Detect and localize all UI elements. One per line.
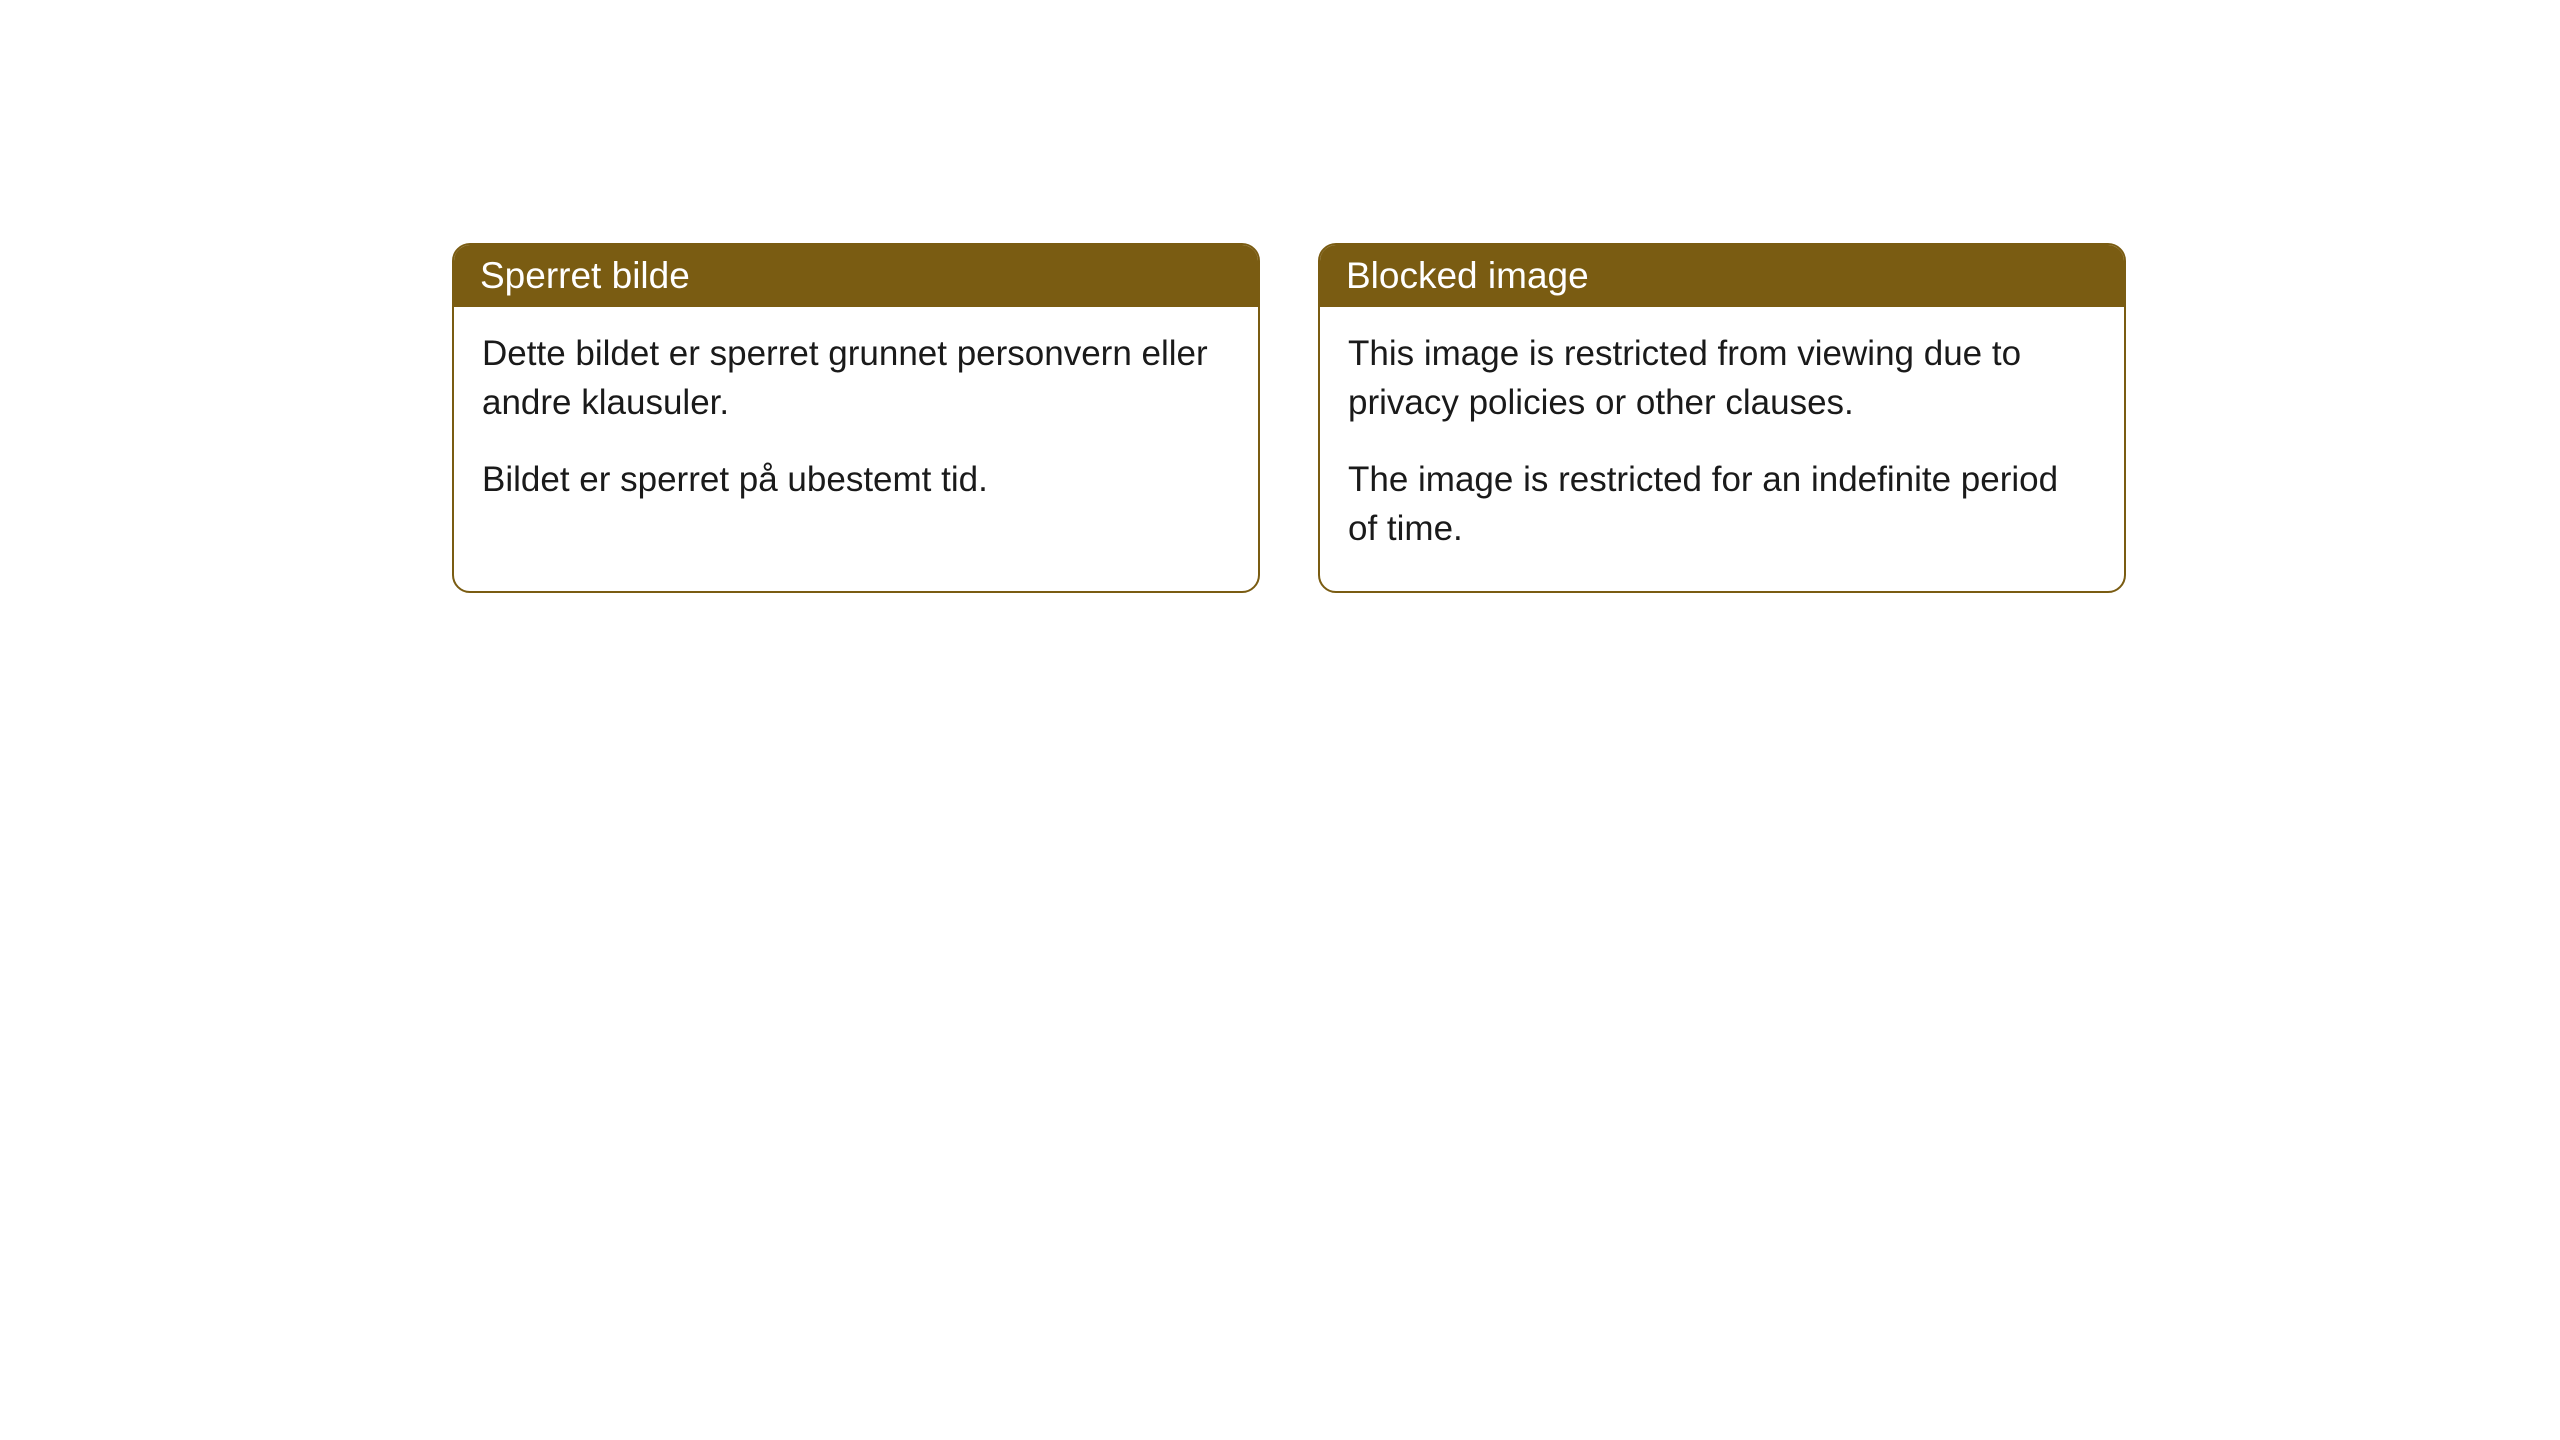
card-body: This image is restricted from viewing du… [1320,307,2124,591]
card-title: Sperret bilde [480,255,690,296]
card-body: Dette bildet er sperret grunnet personve… [454,307,1258,542]
card-paragraph: This image is restricted from viewing du… [1348,329,2096,427]
card-paragraph: The image is restricted for an indefinit… [1348,455,2096,553]
cards-container: Sperret bilde Dette bildet er sperret gr… [452,243,2560,593]
card-paragraph: Bildet er sperret på ubestemt tid. [482,455,1230,504]
card-header: Blocked image [1320,245,2124,307]
card-header: Sperret bilde [454,245,1258,307]
card-paragraph: Dette bildet er sperret grunnet personve… [482,329,1230,427]
blocked-image-card-norwegian: Sperret bilde Dette bildet er sperret gr… [452,243,1260,593]
blocked-image-card-english: Blocked image This image is restricted f… [1318,243,2126,593]
card-title: Blocked image [1346,255,1589,296]
